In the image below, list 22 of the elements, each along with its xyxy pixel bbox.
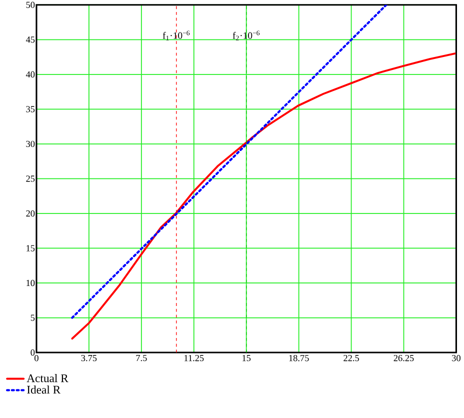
x-tick-label: 18.75: [289, 355, 309, 362]
y-tick-label: 45: [26, 36, 35, 43]
y-tick-label: 0: [30, 350, 35, 356]
x-tick-label: 7.5: [136, 355, 147, 362]
y-tick-label: 5: [30, 314, 35, 321]
ref-line-label: f$_{1}$·10$^{−6}$: [162, 30, 190, 40]
y-tick-label: 50: [26, 2, 35, 8]
y-tick-label: 20: [26, 210, 35, 217]
x-tick-label: 30: [452, 355, 460, 362]
x-tick-label: 11.25: [184, 355, 204, 362]
y-tick-label: 35: [26, 106, 35, 112]
y-tick-label: 10: [26, 280, 35, 286]
y-tick-label: 15: [26, 245, 35, 252]
y-tick-label: 30: [26, 140, 35, 148]
x-tick-label: 22.5: [344, 355, 359, 362]
y-tick-label: 40: [26, 71, 35, 78]
x-tick-label: 15: [242, 355, 251, 362]
y-tick-label: 25: [26, 176, 35, 182]
legend-label: Actual R: [26, 374, 68, 382]
legend-label: Ideal R: [27, 386, 61, 394]
x-tick-label: 26.25: [394, 355, 414, 362]
x-tick-label: 3.75: [81, 355, 97, 362]
